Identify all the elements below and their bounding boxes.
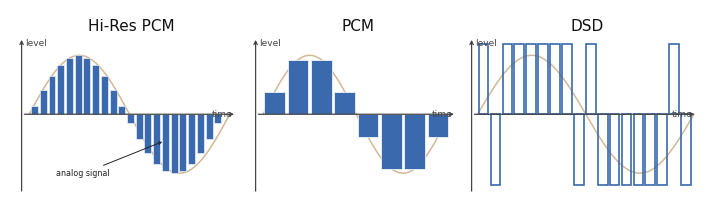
Bar <box>288 60 308 114</box>
Bar <box>311 60 332 114</box>
Bar <box>503 43 512 114</box>
Title: DSD: DSD <box>570 19 603 33</box>
Bar <box>645 114 655 185</box>
Bar <box>526 43 536 114</box>
Bar <box>188 114 195 164</box>
Text: level: level <box>259 39 282 49</box>
Bar <box>479 43 488 114</box>
Bar <box>405 114 425 169</box>
Bar <box>145 114 151 153</box>
Bar <box>681 114 691 185</box>
Text: level: level <box>476 39 498 49</box>
Bar <box>57 65 64 114</box>
Text: time: time <box>432 110 453 119</box>
Bar <box>514 43 524 114</box>
Text: level: level <box>25 39 48 49</box>
Bar <box>162 114 169 171</box>
Bar <box>197 114 204 153</box>
Bar <box>118 106 125 114</box>
Bar <box>179 114 186 171</box>
Bar <box>428 114 449 137</box>
Bar <box>136 114 143 139</box>
Bar <box>358 114 378 137</box>
Bar <box>215 114 221 123</box>
Bar <box>171 114 178 173</box>
Text: time: time <box>212 110 233 119</box>
Bar <box>40 90 47 114</box>
Bar <box>669 43 679 114</box>
Bar <box>153 114 160 164</box>
Bar <box>586 43 595 114</box>
Bar <box>550 43 560 114</box>
Text: analog signal: analog signal <box>56 142 161 178</box>
Bar <box>574 114 584 185</box>
Bar <box>264 92 285 114</box>
Bar <box>634 114 643 185</box>
Bar <box>490 114 500 185</box>
Bar <box>101 76 108 114</box>
Bar <box>31 106 38 114</box>
Bar <box>598 114 608 185</box>
Title: PCM: PCM <box>342 19 374 33</box>
Bar <box>562 43 572 114</box>
Bar <box>127 114 134 123</box>
Bar <box>66 58 73 114</box>
Bar <box>109 90 117 114</box>
Bar <box>657 114 667 185</box>
Bar <box>84 58 91 114</box>
Title: Hi-Res PCM: Hi-Res PCM <box>88 19 175 33</box>
Bar <box>75 55 81 114</box>
Bar <box>48 76 55 114</box>
Bar <box>610 114 619 185</box>
Bar <box>621 114 631 185</box>
Bar <box>539 43 548 114</box>
Bar <box>334 92 355 114</box>
Text: time: time <box>672 110 693 119</box>
Bar <box>205 114 212 139</box>
Bar <box>92 65 99 114</box>
Bar <box>381 114 402 169</box>
